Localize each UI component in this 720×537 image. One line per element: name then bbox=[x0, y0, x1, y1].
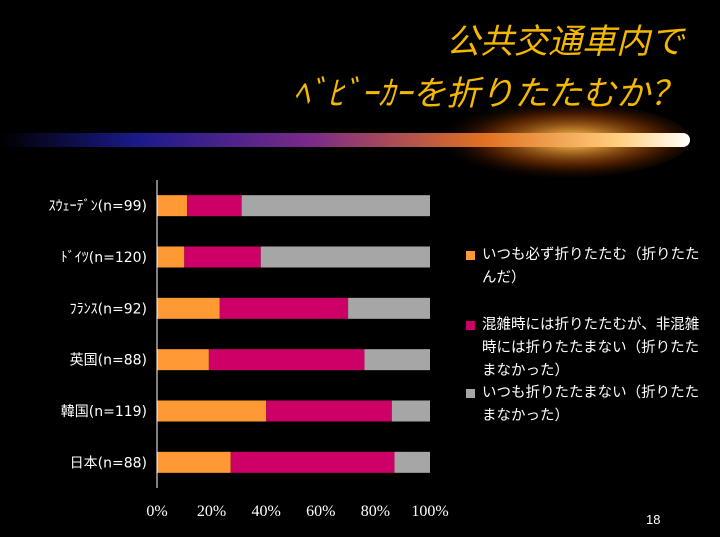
legend-label: いつも必ず折りたたむ（折りたたんだ） bbox=[482, 247, 700, 286]
bar-segment-2-row-3 bbox=[219, 297, 349, 319]
bar-segment-2-row-1 bbox=[187, 195, 242, 217]
bar-segment-2-row-4 bbox=[208, 349, 365, 371]
bar-segment-2-row-6 bbox=[230, 451, 395, 473]
category-label: ﾌﾗﾝｽ(n=92) bbox=[70, 301, 147, 317]
page-number: 18 bbox=[646, 512, 661, 527]
x-tick-label: 60% bbox=[306, 503, 335, 520]
category-labels-group: ｽｳｪｰﾃﾞﾝ(n=99) ﾄﾞｲﾂ(n=120) ﾌﾗﾝｽ(n=92) 英国(n=8… bbox=[49, 199, 147, 472]
x-tick-label: 0% bbox=[146, 503, 167, 520]
bar-segment-3-row-5 bbox=[391, 400, 430, 422]
bar-segment-3-row-1 bbox=[241, 195, 430, 217]
bar-segment-1-row-3 bbox=[157, 297, 220, 319]
title-underline-decoration bbox=[0, 102, 690, 178]
legend-swatch-gray bbox=[466, 389, 475, 398]
bar-segment-3-row-2 bbox=[260, 246, 430, 268]
bar-segment-2-row-5 bbox=[266, 400, 392, 422]
legend-swatch-orange bbox=[466, 251, 475, 260]
legend-label: 混雑時には折りたたむが、非混雑時には折りたたまない（折りたたまなかった） bbox=[482, 317, 700, 379]
bar-segment-1-row-1 bbox=[157, 195, 188, 217]
bar-segment-3-row-4 bbox=[364, 349, 430, 371]
x-tick-labels-group: 0% 20% 40% 60% 80% 100% bbox=[146, 503, 448, 520]
slide-title-line-2: ﾍﾞﾋﾞｰｶｰを折りたたむか？ bbox=[293, 74, 684, 114]
x-tick-label: 100% bbox=[411, 503, 448, 520]
bar-segment-1-row-4 bbox=[157, 349, 209, 371]
x-tick-label: 80% bbox=[361, 503, 390, 520]
category-label: 日本(n=88) bbox=[70, 455, 147, 471]
slide-title-line-1: 公共交通車内で bbox=[446, 22, 684, 62]
category-label: ｽｳｪｰﾃﾞﾝ(n=99) bbox=[49, 199, 147, 215]
bar-segment-1-row-5 bbox=[157, 400, 267, 422]
legend-swatch-magenta bbox=[466, 321, 475, 330]
legend-label: いつも折りたたまない（折りたたまなかった） bbox=[482, 385, 700, 424]
bar-segment-1-row-2 bbox=[157, 246, 185, 268]
x-tick-label: 40% bbox=[252, 503, 281, 520]
bars-group bbox=[157, 195, 430, 473]
category-label: 英国(n=88) bbox=[70, 352, 147, 369]
bar-segment-2-row-2 bbox=[184, 246, 261, 268]
bar-segment-3-row-6 bbox=[394, 451, 430, 473]
bar-segment-3-row-3 bbox=[348, 297, 430, 319]
bar-segment-1-row-6 bbox=[157, 451, 231, 473]
category-label: ﾄﾞｲﾂ(n=120) bbox=[61, 250, 147, 266]
x-tick-label: 20% bbox=[197, 503, 226, 520]
category-label: 韓国(n=119) bbox=[61, 404, 147, 420]
